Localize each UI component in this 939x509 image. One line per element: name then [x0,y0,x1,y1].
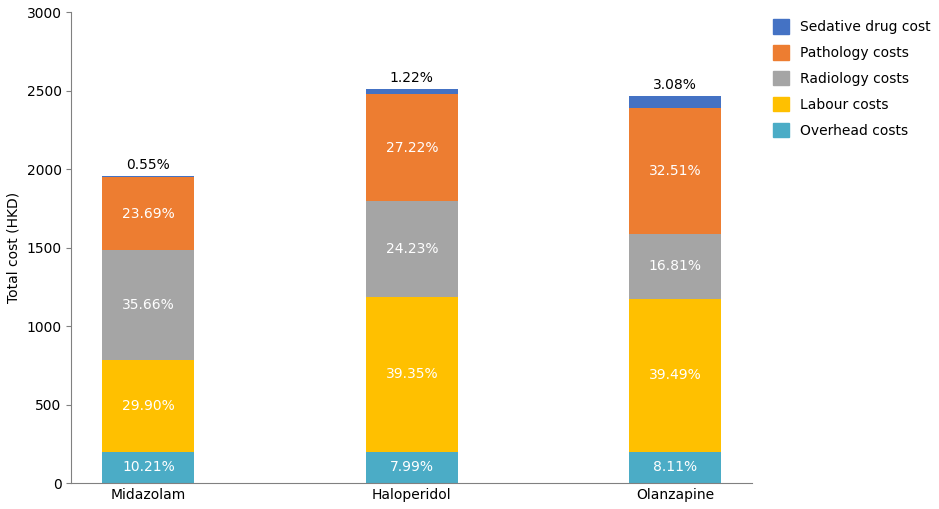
Bar [365,201,458,297]
Text: 3.08%: 3.08% [654,78,697,92]
Text: 27.22%: 27.22% [386,140,438,155]
Bar [365,89,458,94]
Text: 24.23%: 24.23% [386,242,438,256]
Text: 35.66%: 35.66% [122,298,175,312]
Bar [102,360,194,452]
Text: 8.11%: 8.11% [653,461,697,474]
Text: 16.81%: 16.81% [649,259,701,273]
Bar [102,452,194,483]
Y-axis label: Total cost (HKD): Total cost (HKD) [7,192,21,303]
Text: 29.90%: 29.90% [122,399,175,413]
Bar [102,250,194,360]
Bar [365,451,458,483]
Bar [629,452,721,483]
Bar [102,177,194,250]
Bar [629,234,721,299]
Bar [629,299,721,452]
Text: 10.21%: 10.21% [122,461,175,474]
Bar [102,176,194,177]
Text: 1.22%: 1.22% [390,71,434,86]
Bar [629,107,721,234]
Text: 39.35%: 39.35% [385,367,439,381]
Bar [365,94,458,201]
Text: 23.69%: 23.69% [122,207,175,221]
Text: 32.51%: 32.51% [649,163,701,178]
Text: 7.99%: 7.99% [390,461,434,474]
Bar [629,96,721,107]
Text: 0.55%: 0.55% [127,158,170,172]
Text: 39.49%: 39.49% [649,368,701,382]
Bar [365,297,458,451]
Legend: Sedative drug cost, Pathology costs, Radiology costs, Labour costs, Overhead cos: Sedative drug cost, Pathology costs, Rad… [773,19,931,138]
